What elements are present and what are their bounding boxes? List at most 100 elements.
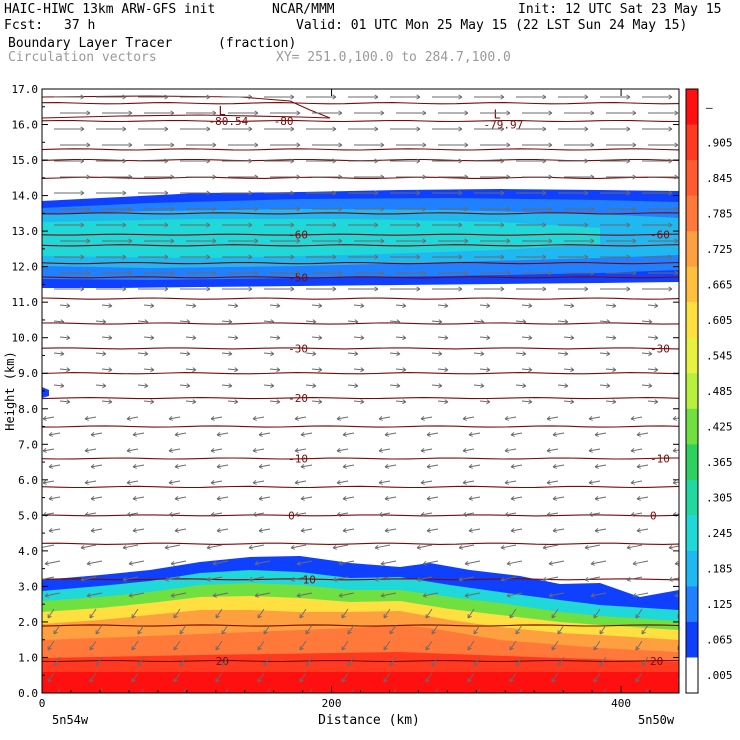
contour-line (42, 261, 679, 265)
wind-vector (179, 656, 187, 667)
wind-vector (600, 190, 631, 196)
wind-vector (311, 399, 323, 405)
wind-vector (521, 367, 533, 373)
wind-vector (467, 640, 475, 651)
wind-vector (473, 383, 485, 389)
y-tick-label: 17.0 (12, 83, 39, 96)
contour-label: 0 (288, 509, 295, 522)
contour-line-labeled (42, 397, 679, 400)
wind-vector (144, 142, 175, 148)
wind-vector (216, 432, 229, 437)
wind-vector (504, 480, 517, 485)
wind-vector (551, 640, 559, 651)
wind-vector (516, 94, 547, 100)
y-tick-label: 9.0 (18, 367, 38, 380)
wind-vector (180, 254, 211, 260)
wind-vector (548, 560, 565, 566)
wind-vector (173, 672, 181, 683)
wind-vector (54, 286, 85, 292)
wind-vector (341, 608, 349, 619)
wind-vector (564, 238, 595, 244)
wind-vector (252, 512, 265, 517)
wind-vector (474, 254, 505, 260)
wind-vector (180, 222, 211, 228)
colorbar-swatch (686, 373, 698, 410)
wind-vector (642, 286, 673, 292)
wind-vector (312, 206, 343, 212)
wind-vector (641, 624, 649, 635)
wind-vector (137, 319, 149, 325)
wind-vector (300, 528, 313, 533)
wind-vector (342, 496, 355, 501)
wind-vector (95, 319, 107, 325)
wind-vector (389, 383, 401, 389)
wind-vector (306, 190, 337, 196)
wind-vector (186, 270, 217, 276)
wind-vector (432, 158, 463, 164)
wind-vector (102, 142, 133, 148)
wind-vector (648, 142, 679, 148)
y-tick-label: 7.0 (18, 438, 38, 451)
wind-vector (221, 319, 233, 325)
wind-vector (132, 496, 145, 501)
wind-vector (347, 624, 355, 635)
contour-line (42, 425, 679, 428)
wind-vector (384, 464, 397, 469)
wind-vector (594, 432, 607, 437)
wind-vector (186, 206, 217, 212)
wind-vector (215, 640, 223, 651)
wind-vector (420, 416, 433, 421)
wind-vector (374, 576, 391, 582)
wind-vector (312, 238, 343, 244)
wind-vector (599, 656, 607, 667)
wind-vector (54, 158, 85, 164)
y-tick-label: 0.0 (18, 687, 38, 700)
x-axis: 0 200 400 (39, 89, 651, 710)
wind-vector (564, 142, 595, 148)
wind-vector (432, 222, 463, 228)
wind-vector (431, 351, 443, 357)
wind-vector (552, 496, 565, 501)
colorbar-label: – (706, 101, 713, 114)
contour-label: 0 (650, 509, 657, 522)
init-time: Init: 12 UTC Sat 23 May 15 (518, 2, 722, 17)
wind-vector (378, 480, 391, 485)
wind-vector (263, 624, 271, 635)
wind-vector (312, 110, 343, 116)
wind-vector (353, 303, 365, 309)
wind-vector (395, 367, 407, 373)
wind-vector (515, 383, 527, 389)
wind-vector (636, 464, 649, 469)
wind-vector (522, 142, 553, 148)
wind-vector (48, 496, 61, 501)
contour-line-labeled (42, 514, 679, 517)
wind-vector (626, 576, 643, 582)
wind-vector (59, 367, 71, 373)
wind-vector (354, 110, 385, 116)
wind-vector (332, 576, 349, 582)
wind-vector (641, 351, 653, 357)
wind-vector (96, 126, 127, 132)
wind-vector (138, 222, 169, 228)
wind-vector (170, 560, 187, 566)
wind-vector (179, 624, 187, 635)
colorbar-label: .605 (706, 314, 733, 327)
wind-vector (458, 544, 475, 550)
wind-vector (101, 303, 113, 309)
colorbar-label: .305 (706, 492, 733, 505)
wind-vector (348, 254, 379, 260)
wind-vector (464, 560, 481, 566)
wind-vector (306, 254, 337, 260)
wind-vector (338, 592, 355, 598)
wind-vector (47, 608, 55, 619)
x-tick-label: 400 (611, 697, 631, 710)
wind-vector (206, 544, 223, 550)
contour-line-labeled (42, 457, 679, 460)
wind-vector (605, 367, 617, 373)
wind-vector (54, 190, 85, 196)
wind-vector (222, 94, 253, 100)
wind-vector (605, 335, 617, 341)
contour-line (42, 102, 679, 105)
wind-vector (632, 560, 649, 566)
